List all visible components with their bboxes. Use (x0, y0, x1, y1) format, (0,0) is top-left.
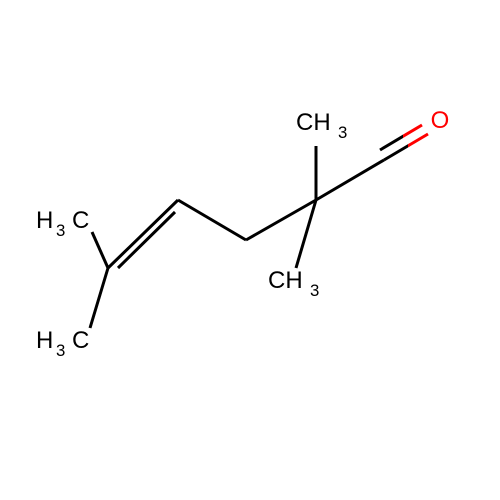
atom-sub-C1a2: 3 (310, 281, 319, 300)
bond-C5-Me2 (90, 268, 108, 328)
atom-label-C1a2: CH (268, 267, 303, 294)
bond-C5-Me1 (92, 232, 108, 268)
bond-C4=C5b (118, 212, 175, 268)
bond-C1-CHO (316, 160, 384, 200)
atom-sub-C1a1: 3 (338, 123, 347, 142)
atom-label-C6a2: H (36, 327, 53, 354)
atom-tail-C6a1: C (72, 207, 89, 234)
atom-sub-C6a2: 3 (56, 341, 65, 360)
atom-label-C6a1: H (36, 207, 53, 234)
atom-tail-C6a2: C (72, 327, 89, 354)
bond-CHO=O2 (380, 125, 422, 150)
bonds-group (90, 125, 428, 328)
bond-CHO=O1 (384, 134, 428, 160)
bond-C3-C4 (178, 200, 246, 240)
atom-sub-C6a1: 3 (56, 221, 65, 240)
atom-label-C1a1: CH (296, 109, 331, 136)
bond-C4=C5a (108, 200, 178, 268)
atom-label-O: O (431, 107, 450, 134)
molecule-svg: OCH3CH3H3CH3C (0, 0, 500, 500)
